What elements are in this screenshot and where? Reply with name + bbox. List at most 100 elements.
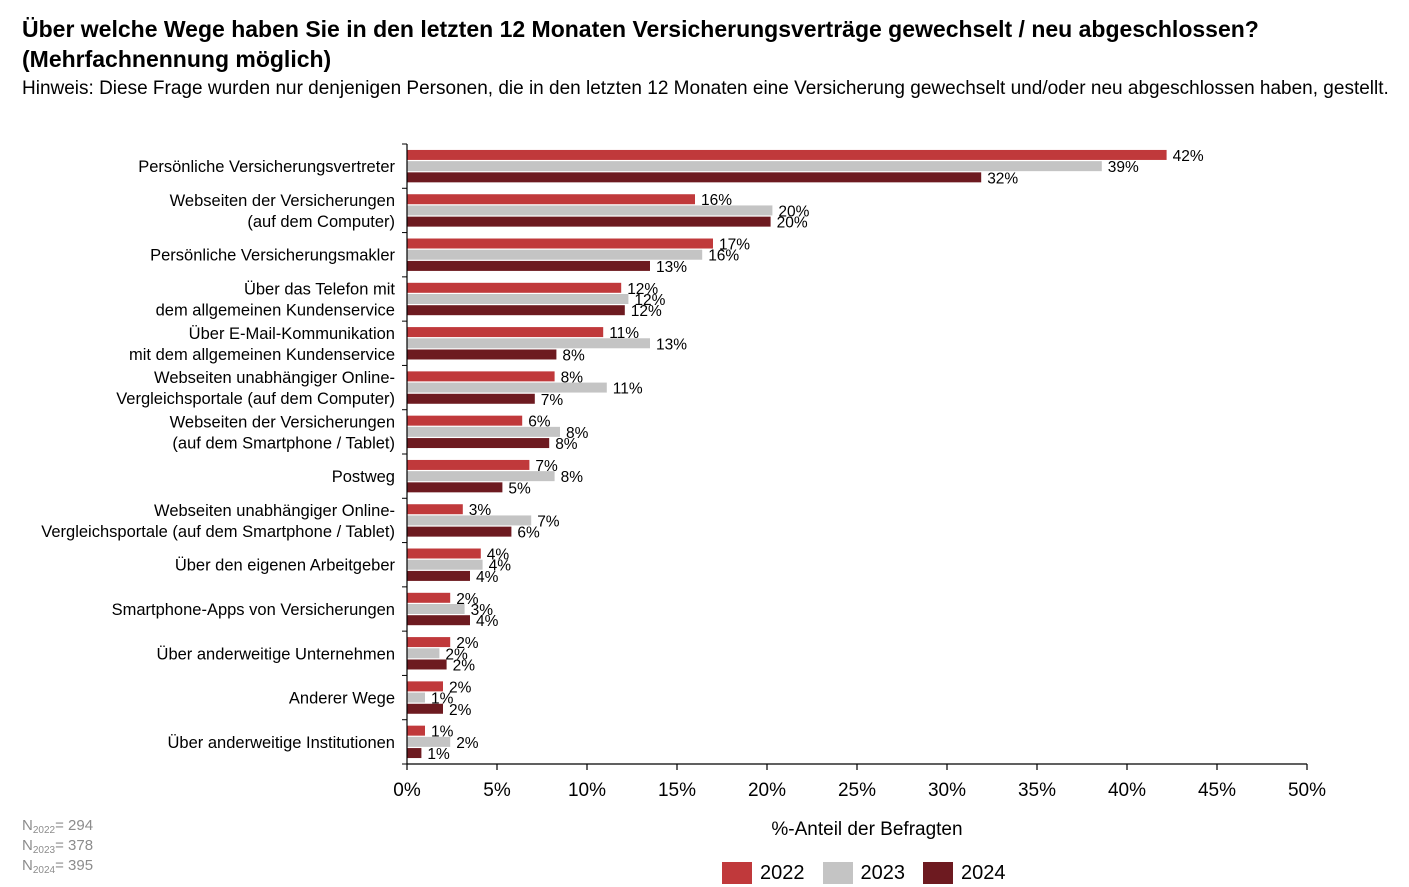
bar-2024 [407,216,771,227]
category-label: Webseiten unabhängiger Online- [154,502,395,520]
bar-2024 [407,482,503,493]
bar-2022 [407,327,604,338]
bar-2024 [407,305,625,316]
category-label: Über anderweitige Institutionen [168,734,395,752]
data-label-2022: 4% [487,547,510,564]
category-label: dem allgemeinen Kundenservice [156,302,395,320]
category-label: Smartphone-Apps von Versicherungen [112,601,395,619]
bar-2024 [407,260,650,271]
category-label: Postweg [332,468,395,486]
data-label-2023: 8% [566,425,589,442]
x-tick-label: 0% [393,780,421,801]
data-label-2023: 1% [431,691,454,708]
data-label-2023: 3% [471,602,494,619]
data-label-2024: 4% [476,569,499,586]
category-label: Über E-Mail-Kommunikation [189,325,395,343]
bar-2023 [407,338,650,349]
category-label: Webseiten unabhängiger Online- [154,369,395,387]
category-label: Webseiten der Versicherungen [170,413,395,431]
data-label-2023: 8% [561,469,584,486]
bar-2022 [407,504,463,515]
bar-2022 [407,194,695,205]
bar-2024 [407,349,557,360]
bar-2024 [407,703,443,714]
bar-2022 [407,415,523,426]
bar-2023 [407,249,703,260]
bar-2024 [407,172,982,183]
legend-item-2022: 2022 [722,862,805,885]
data-label-2024: 2% [449,702,472,719]
data-label-2022: 2% [456,591,479,608]
x-tick-label: 5% [483,780,511,801]
chart-legend: 2022 2023 2024 [722,860,1024,886]
data-label-2024: 12% [631,303,662,320]
legend-swatch-2024 [923,862,953,884]
bar-2023 [407,161,1102,172]
data-label-2022: 12% [627,281,658,298]
legend-item-2024: 2024 [923,862,1006,885]
bar-2022 [407,149,1167,160]
category-label: (auf dem Smartphone / Tablet) [172,434,395,452]
bar-2023 [407,559,483,570]
sample-size-2022: N2022= 294 [22,817,94,836]
bar-2022 [407,681,443,692]
bar-2024 [407,748,422,759]
bar-2024 [407,615,470,626]
bar-2022 [407,637,451,648]
x-tick-label: 20% [748,780,786,801]
category-label: (auf dem Computer) [247,213,395,231]
category-label: Vergleichsportale (auf dem Smartphone / … [41,523,395,541]
legend-label-2023: 2023 [860,861,906,884]
x-tick-label: 10% [568,780,606,801]
data-label-2024: 4% [476,613,499,630]
x-axis-title: %-Anteil der Befragten [771,819,962,840]
data-label-2022: 11% [609,325,639,342]
data-label-2023: 12% [634,292,665,309]
chart-title: Über welche Wege haben Sie in den letzte… [22,16,1259,72]
category-label: Über anderweitige Unternehmen [157,645,395,663]
data-label-2023: 7% [537,513,560,530]
category-label: Vergleichsportale (auf dem Computer) [116,390,395,408]
x-tick-label: 15% [658,780,696,801]
data-label-2024: 32% [987,170,1018,187]
category-label: Über das Telefon mit [244,281,395,299]
bar-2022 [407,282,622,293]
bar-2024 [407,659,447,670]
bar-2023 [407,426,560,437]
data-label-2022: 3% [469,502,492,519]
data-label-2023: 4% [489,558,512,575]
bar-2024 [407,526,512,537]
data-label-2022: 42% [1173,148,1204,165]
legend-item-2023: 2023 [822,861,906,885]
data-label-2024: 5% [508,480,531,497]
data-label-2022: 7% [535,458,558,475]
x-tick-label: 40% [1108,780,1146,801]
bar-2023 [407,382,607,393]
data-label-2024: 2% [453,657,476,674]
chart-subtitle: Hinweis: Diese Frage wurden nur denjenig… [22,78,1389,99]
x-tick-label: 45% [1198,780,1236,801]
data-label-2023: 39% [1108,159,1139,176]
data-label-2023: 11% [613,381,643,398]
data-label-2024: 6% [517,525,540,542]
data-label-2022: 2% [449,679,472,696]
bar-2023 [407,294,629,304]
data-label-2022: 1% [431,724,454,741]
data-label-2024: 13% [656,259,687,276]
bar-2023 [407,604,465,614]
data-label-2024: 20% [777,215,808,232]
bar-2022 [407,371,555,382]
bar-2024 [407,438,550,449]
data-label-2022: 6% [528,414,551,431]
data-label-2022: 16% [701,192,732,209]
bar-2024 [407,570,470,581]
data-label-2022: 2% [456,635,479,652]
x-tick-label: 25% [838,780,876,801]
bar-2022 [407,238,713,249]
bar-2022 [407,548,481,559]
legend-label-2022: 2022 [760,861,805,884]
bar-2023 [407,736,451,747]
data-label-2024: 1% [427,746,450,763]
sample-size-2024: N2024= 395 [22,857,94,876]
